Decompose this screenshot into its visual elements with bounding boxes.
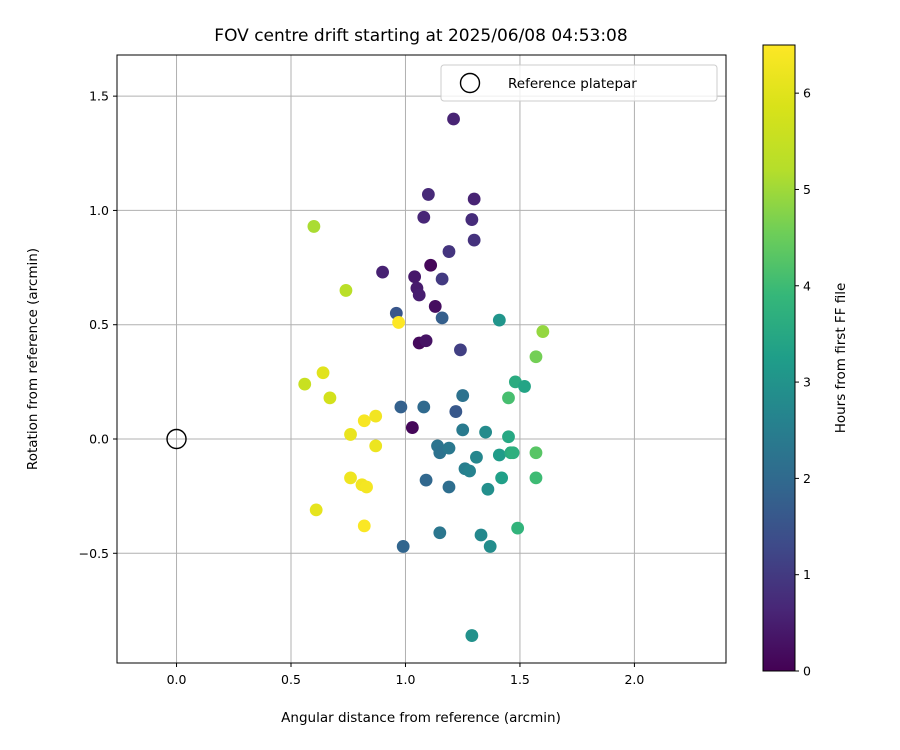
- scatter-point: [481, 482, 495, 496]
- scatter-point: [529, 446, 543, 460]
- y-tick-label: 1.0: [89, 203, 109, 218]
- x-axis: 0.0 0.5 1.0 1.5 2.0: [167, 663, 644, 687]
- scatter-point: [465, 213, 479, 226]
- scatter-point: [511, 521, 525, 535]
- scatter-point: [456, 389, 470, 402]
- scatter-point: [323, 391, 337, 405]
- colorbar-tick-label: 2: [803, 471, 811, 486]
- colorbar-label: Hours from first FF file: [833, 283, 849, 434]
- x-tick-label: 1.0: [396, 672, 416, 687]
- scatter-point: [344, 471, 357, 485]
- colorbar-tick-label: 0: [803, 664, 811, 679]
- scatter-point: [442, 441, 456, 455]
- scatter-point: [298, 377, 312, 391]
- scatter-point: [479, 425, 493, 439]
- reference-marker: [166, 428, 187, 450]
- scatter-point: [474, 528, 488, 542]
- legend: Reference platepar: [440, 64, 718, 102]
- y-axis: −0.5 0.0 0.5 1.0 1.5: [79, 89, 117, 561]
- scatter-point: [435, 311, 449, 325]
- scatter-point: [419, 334, 433, 348]
- x-tick-label: 2.0: [624, 672, 644, 687]
- scatter-point: [408, 270, 422, 284]
- scatter-point: [492, 448, 506, 462]
- scatter-point: [467, 233, 481, 247]
- scatter-point: [502, 430, 515, 444]
- scatter-point: [470, 450, 483, 464]
- scatter-point: [435, 272, 449, 286]
- scatter-point: [465, 629, 479, 642]
- scatter-point: [360, 480, 373, 494]
- colorbar-gradient: [762, 44, 796, 672]
- plot-frame: [116, 54, 727, 664]
- x-tick-label: 1.5: [510, 672, 530, 687]
- y-tick-label: 1.5: [89, 89, 109, 104]
- colorbar-ticks: 0 1 2 3 4 5 6: [795, 86, 811, 679]
- scatter-point: [369, 439, 383, 453]
- scatter-point: [369, 409, 383, 423]
- scatter-point: [536, 325, 550, 338]
- colorbar-tick-label: 1: [803, 567, 811, 582]
- legend-box: [440, 64, 718, 102]
- y-axis-label: Rotation from reference (arcmin): [25, 248, 41, 470]
- y-tick-label: −0.5: [79, 546, 109, 561]
- scatter-point: [463, 464, 476, 478]
- scatter-point: [529, 471, 543, 485]
- scatter-point: [483, 540, 497, 553]
- colorbar-tick-label: 5: [803, 182, 811, 197]
- colorbar-tick-label: 3: [803, 375, 811, 390]
- scatter-point: [419, 473, 433, 487]
- chart-title: FOV centre drift starting at 2025/06/08 …: [214, 26, 627, 46]
- scatter-point: [417, 400, 431, 414]
- scatter-point: [339, 284, 353, 297]
- scatter-point: [442, 480, 456, 494]
- legend-label: Reference platepar: [508, 76, 637, 92]
- scatter-point: [424, 258, 438, 272]
- scatter-point: [454, 343, 467, 357]
- scatter-point: [412, 288, 426, 302]
- x-axis-label: Angular distance from reference (arcmin): [281, 710, 561, 726]
- y-tick-label: 0.0: [89, 432, 109, 447]
- scatter-point: [449, 405, 463, 418]
- scatter-point: [307, 220, 321, 233]
- scatter-point: [506, 446, 520, 460]
- y-tick-label: 0.5: [89, 317, 109, 332]
- scatter-point: [394, 400, 408, 414]
- scatter-point: [405, 421, 419, 434]
- scatter-point: [428, 300, 442, 313]
- colorbar-tick-label: 4: [803, 278, 811, 293]
- colorbar-tick-label: 6: [803, 86, 811, 101]
- scatter-point: [316, 366, 330, 380]
- legend-marker: [459, 72, 481, 94]
- scatter-point: [421, 188, 435, 201]
- scatter-point: [392, 316, 406, 329]
- x-tick-label: 0.0: [167, 672, 187, 687]
- scatter-point: [502, 391, 515, 405]
- scatter-point: [417, 210, 431, 224]
- scatter-point: [309, 503, 323, 517]
- scatter-point: [442, 245, 456, 258]
- scatter-point: [492, 313, 506, 327]
- scatter-point: [376, 265, 389, 279]
- scatter-point: [433, 526, 447, 540]
- scatter-point: [396, 540, 410, 553]
- data-points: [298, 112, 550, 642]
- scatter-point: [447, 112, 460, 126]
- colorbar: 0 1 2 3 4 5 6 Hours from first FF file: [762, 44, 849, 679]
- scatter-point: [529, 350, 543, 364]
- scatter-point: [357, 414, 371, 428]
- grid-lines: [117, 55, 726, 663]
- scatter-point: [495, 471, 509, 485]
- scatter-point: [467, 192, 481, 206]
- scatter-point: [357, 519, 371, 533]
- scatter-point: [344, 428, 357, 441]
- scatter-point: [518, 380, 531, 393]
- reference-platepar-marker: [166, 428, 187, 450]
- x-tick-label: 0.5: [281, 672, 301, 687]
- scatter-point: [456, 423, 470, 437]
